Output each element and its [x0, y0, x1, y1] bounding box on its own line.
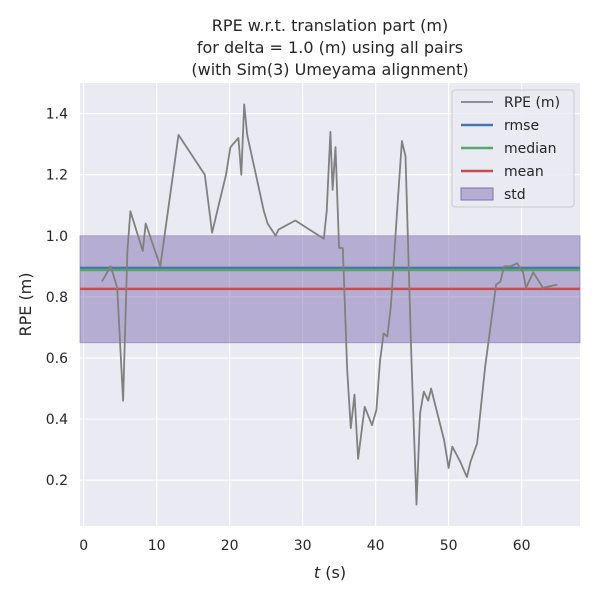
legend-entry-label: std [504, 187, 526, 203]
x-tick-labels: 0 10 20 30 40 50 60 [79, 538, 530, 554]
y-tick-label: 0.2 [46, 473, 68, 489]
chart-title-line: for delta = 1.0 (m) using all pairs [197, 38, 463, 57]
legend: RPE (m) rmse median mean std [451, 89, 575, 208]
legend-entry-label: RPE (m) [504, 95, 560, 111]
legend-box [451, 89, 575, 208]
chart-title: RPE w.r.t. translation part (m) for delta… [191, 16, 468, 79]
y-tick-label: 0.8 [46, 290, 68, 306]
x-tick-label: 40 [367, 538, 385, 554]
chart-title-line: RPE w.r.t. translation part (m) [212, 16, 448, 35]
x-tick-label: 60 [513, 538, 531, 554]
x-axis-label: t (s) [314, 563, 346, 582]
chart-title-line: (with Sim(3) Umeyama alignment) [191, 60, 468, 79]
rpe-series-line [101, 103, 558, 506]
x-tick-label: 50 [440, 538, 458, 554]
stat-lines [80, 266, 580, 291]
y-axis-label: RPE (m) [16, 272, 35, 336]
y-tick-labels: 0.2 0.4 0.6 0.8 1.0 1.2 1.4 [46, 107, 68, 490]
legend-entry-label: rmse [504, 118, 539, 134]
x-tick-label: 0 [79, 538, 88, 554]
y-tick-label: 1.2 [46, 168, 68, 184]
y-tick-label: 1.4 [46, 107, 68, 123]
legend-entry-label: median [504, 141, 556, 157]
legend-entry-label: mean [504, 164, 544, 180]
x-tick-label: 10 [148, 538, 166, 554]
y-tick-label: 0.4 [46, 412, 68, 428]
x-tick-label: 30 [294, 538, 312, 554]
y-tick-label: 1.0 [46, 229, 68, 245]
y-tick-label: 0.6 [46, 351, 68, 367]
legend-swatch [460, 187, 494, 201]
x-axis-variable: t [314, 563, 321, 582]
x-axis-unit: (s) [320, 563, 346, 582]
x-tick-label: 20 [221, 538, 239, 554]
